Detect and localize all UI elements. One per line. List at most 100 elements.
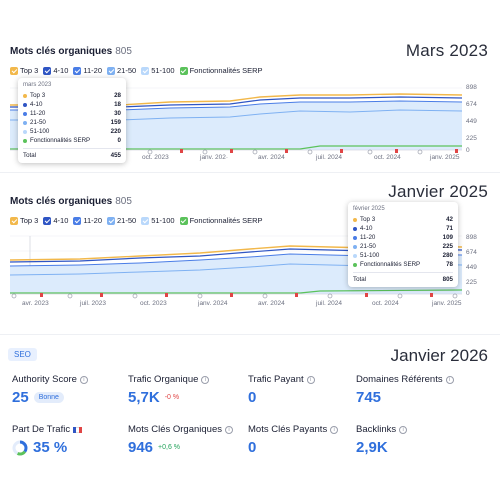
line-21-50 <box>10 109 463 121</box>
info-icon[interactable]: i <box>330 425 339 434</box>
divider <box>0 172 500 173</box>
y-tick: 898 <box>466 84 477 91</box>
checkbox-icon[interactable] <box>73 216 82 225</box>
tooltip-row-51-100: 51-100 220 <box>23 127 121 136</box>
checkbox-icon[interactable] <box>10 66 18 75</box>
legend-top3[interactable]: Top 3 <box>10 216 38 225</box>
checkbox-icon[interactable] <box>107 66 116 75</box>
line-4-10 <box>10 96 463 108</box>
legend-11-20[interactable]: 11-20 <box>73 66 102 75</box>
checkbox-icon[interactable] <box>10 216 18 225</box>
checkbox-icon[interactable] <box>141 216 150 225</box>
metric-paid-keywords[interactable]: Mots Clés Payants i 0 <box>248 424 339 456</box>
metric-paid-traffic[interactable]: Trafic Payant i 0 <box>248 374 315 406</box>
metric-organic-keywords[interactable]: Mots Clés Organiques i 946 +0,6 % <box>128 424 233 456</box>
checkbox-icon[interactable] <box>73 66 82 75</box>
tooltip-row-top3: Top 3 28 <box>23 91 121 100</box>
y-tick: 0 <box>466 290 470 297</box>
tooltip-row-top3: Top 3 42 <box>353 215 453 224</box>
tooltip-row-51-100: 51-100 280 <box>353 251 453 260</box>
chart-tooltip: mars 2023 Top 3 28 4-10 18 11-20 30 21-50 15… <box>18 78 126 163</box>
y-tick: 449 <box>466 264 477 271</box>
event-markers[interactable] <box>11 293 458 299</box>
france-flag-icon <box>73 426 83 433</box>
x-tick: juil. 2024 <box>316 154 343 161</box>
legend-21-50[interactable]: 21-50 <box>107 66 136 75</box>
info-icon[interactable]: i <box>306 375 315 384</box>
x-tick: avr. 2024 <box>258 154 285 161</box>
y-tick: 449 <box>466 118 477 125</box>
tooltip-row-21-50: 21-50 225 <box>353 242 453 251</box>
legend-serp-features[interactable]: Fonctionnalités SERP <box>179 216 263 225</box>
info-icon[interactable]: i <box>224 425 233 434</box>
metric-backlinks[interactable]: Backlinks i 2,9K <box>356 424 408 456</box>
chart-legend: Top 3 4-10 11-20 21-50 51-100 Fonctionna… <box>10 66 263 75</box>
legend-11-20[interactable]: 11-20 <box>73 216 102 225</box>
x-tick: oct. 2024 <box>372 300 399 307</box>
trend-delta: +0,6 % <box>158 444 181 451</box>
tooltip-total: Total 805 <box>353 272 453 283</box>
tooltip-total: Total 455 <box>23 148 121 159</box>
divider <box>0 334 500 335</box>
metric-organic-traffic[interactable]: Trafic Organique i 5,7K -0 % <box>128 374 210 406</box>
x-tick: juil. 2024 <box>316 300 343 307</box>
tooltip-row-serp: Fonctionnalités SERP 0 <box>23 136 121 145</box>
line-11-20 <box>10 100 463 111</box>
keywords-chart-panel-mars-2023: Mots clés organiques 805 Mars 2023 Top 3 … <box>0 38 500 166</box>
legend-top3[interactable]: Top 3 <box>10 66 38 75</box>
line-top3 <box>10 93 463 106</box>
legend-serp-features[interactable]: Fonctionnalités SERP <box>179 66 263 75</box>
info-icon[interactable]: i <box>201 375 210 384</box>
checkbox-icon[interactable] <box>141 66 150 75</box>
authority-rating-badge: Bonne <box>33 392 64 403</box>
x-tick: oct. 2023 <box>142 154 169 161</box>
x-tick: janv. 2025 <box>432 300 462 307</box>
tooltip-row-serp: Fonctionnalités SERP 78 <box>353 260 453 269</box>
tooltip-date: février 2025 <box>353 206 385 212</box>
metric-referring-domains[interactable]: Domaines Référents i 745 <box>356 374 454 406</box>
info-icon[interactable]: i <box>399 425 408 434</box>
legend-51-100[interactable]: 51-100 <box>141 216 175 225</box>
x-tick: juil. 2023 <box>80 300 107 307</box>
tooltip-date: mars 2023 <box>23 82 52 88</box>
y-tick: 674 <box>466 101 477 108</box>
checkbox-icon[interactable] <box>43 66 52 75</box>
date-heading: Janvier 2026 <box>390 346 488 365</box>
seo-badge: SEO <box>8 348 37 361</box>
checkbox-icon[interactable] <box>43 216 52 225</box>
keyword-count: 805 <box>115 196 132 207</box>
legend-21-50[interactable]: 21-50 <box>107 216 136 225</box>
info-icon[interactable]: i <box>79 375 88 384</box>
checkbox-icon[interactable] <box>107 216 116 225</box>
chart-legend: Top 3 4-10 11-20 21-50 51-100 Fonctionna… <box>10 216 263 225</box>
metric-traffic-share[interactable]: Part De Trafic 35 % <box>12 424 83 456</box>
trend-delta: -0 % <box>164 394 180 401</box>
x-tick: avr. 2024 <box>258 300 285 307</box>
x-tick: janv. 2024 <box>198 300 228 307</box>
x-tick: avr. 2023 <box>22 300 49 307</box>
chart-tooltip: février 2025 Top 3 42 4-10 71 11-20 109 21-… <box>348 202 458 287</box>
line-serp <box>10 289 463 294</box>
donut-chart-icon <box>12 440 28 455</box>
x-tick: janv. 202· <box>200 154 229 161</box>
event-markers[interactable] <box>147 149 458 155</box>
chart-title: Mots clés organiques 805 <box>10 46 132 57</box>
y-tick: 898 <box>466 234 477 241</box>
tooltip-row-11-20: 11-20 109 <box>353 233 453 242</box>
tooltip-row-11-20: 11-20 30 <box>23 109 121 118</box>
checkbox-icon[interactable] <box>179 216 188 225</box>
keyword-count: 805 <box>115 46 132 57</box>
tooltip-row-4-10: 4-10 18 <box>23 100 121 109</box>
info-icon[interactable]: i <box>445 375 454 384</box>
checkbox-icon[interactable] <box>179 66 188 75</box>
y-tick: 225 <box>466 279 477 286</box>
metric-authority-score[interactable]: Authority Score i 25 Bonne <box>12 374 88 406</box>
legend-4-10[interactable]: 4-10 <box>43 216 68 225</box>
x-tick: oct. 2024 <box>374 154 401 161</box>
legend-51-100[interactable]: 51-100 <box>141 66 175 75</box>
y-tick: 674 <box>466 249 477 256</box>
date-heading: Janvier 2025 <box>388 182 488 201</box>
x-tick: janv. 2025 <box>430 154 460 161</box>
date-heading: Mars 2023 <box>405 41 488 60</box>
legend-4-10[interactable]: 4-10 <box>43 66 68 75</box>
